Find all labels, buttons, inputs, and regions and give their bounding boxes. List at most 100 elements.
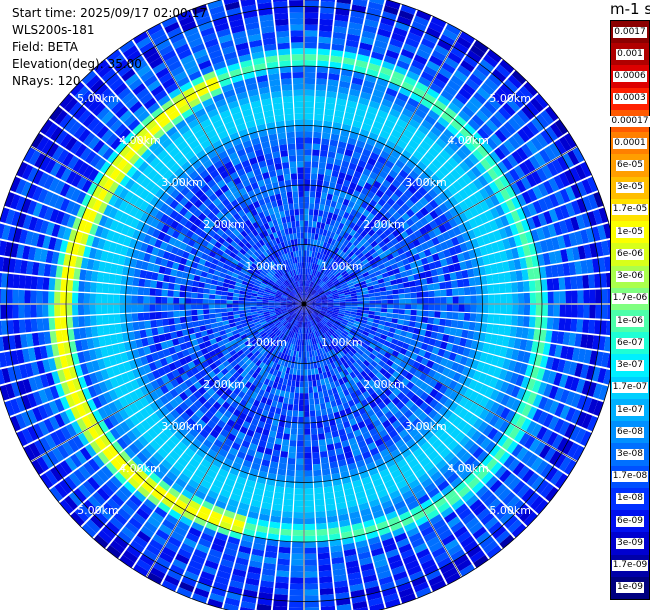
range-gate-cell (450, 280, 458, 288)
range-gate-cell (320, 295, 327, 299)
range-gate-cell (499, 283, 506, 294)
range-gate-cell (412, 150, 424, 161)
range-gate-cell (393, 26, 408, 38)
range-gate-cell (167, 311, 174, 318)
range-gate-cell (328, 244, 334, 251)
range-gate-cell (564, 169, 576, 185)
range-gate-cell (318, 439, 326, 446)
range-gate-cell (343, 51, 357, 60)
range-gate-cell (322, 241, 328, 249)
range-gate-cell (238, 307, 245, 311)
range-gate-cell (451, 312, 459, 320)
range-gate-cell (308, 281, 312, 288)
range-gate-cell (325, 270, 331, 277)
range-gate-cell (312, 149, 320, 157)
range-gate-cell (372, 180, 382, 190)
range-gate-cell (294, 482, 304, 489)
range-gate-cell (310, 289, 315, 295)
range-gate-cell (356, 227, 364, 235)
range-gate-cell (364, 143, 374, 152)
range-gate-cell (341, 185, 349, 193)
range-gate-cell (268, 302, 275, 304)
range-gate-cell (468, 277, 476, 287)
range-gate-cell (428, 220, 438, 230)
range-gate-cell (475, 162, 487, 175)
range-gate-cell (412, 238, 421, 247)
range-gate-cell (342, 231, 350, 240)
range-gate-cell (470, 295, 477, 304)
range-gate-cell (448, 218, 458, 228)
range-gate-cell (367, 157, 377, 166)
range-gate-cell (403, 189, 414, 199)
range-gate-cell (333, 189, 341, 197)
range-gate-cell (131, 313, 139, 322)
range-gate-cell (95, 304, 102, 315)
range-gate-cell (374, 292, 381, 297)
range-gate-cell (304, 452, 312, 459)
range-gate-cell (325, 278, 331, 285)
range-gate-cell (281, 445, 289, 452)
range-gate-cell (339, 190, 347, 199)
range-gate-cell (440, 241, 449, 251)
range-gate-cell (374, 39, 388, 50)
range-gate-cell (420, 156, 431, 167)
range-gate-cell (304, 375, 308, 382)
range-gate-cell (467, 118, 481, 131)
range-gate-cell (361, 123, 372, 132)
range-gate-cell (552, 278, 560, 291)
range-gate-cell (481, 123, 494, 137)
range-gate-cell (443, 326, 451, 335)
range-gate-cell (342, 179, 351, 188)
range-gate-cell (456, 177, 468, 189)
range-gate-cell (352, 224, 360, 232)
range-gate-cell (403, 314, 411, 321)
range-gate-cell (374, 161, 384, 170)
range-gate-cell (452, 226, 462, 236)
range-gate-cell (333, 304, 340, 306)
range-gate-cell (384, 119, 396, 129)
range-gate-cell (311, 161, 319, 168)
range-gate-cell (221, 286, 229, 292)
range-gate-cell (370, 126, 381, 136)
range-gate-cell (281, 523, 292, 530)
range-gate-cell (30, 318, 38, 332)
range-gate-cell (358, 97, 370, 106)
range-gate-cell (173, 283, 181, 291)
range-gate-cell (344, 219, 352, 227)
range-gate-cell (316, 252, 321, 259)
range-gate-cell (325, 291, 332, 296)
range-gate-cell (233, 293, 240, 297)
range-gate-cell (322, 285, 329, 290)
range-gate-cell (313, 294, 320, 299)
range-gate-cell (564, 276, 572, 290)
range-gate-cell (540, 110, 554, 125)
range-gate-cell (513, 165, 526, 179)
range-gate-cell (486, 49, 502, 63)
range-gate-cell (156, 281, 163, 289)
range-gate-cell (311, 289, 316, 295)
range-gate-cell (469, 313, 477, 322)
range-gate-cell (363, 233, 372, 241)
range-gate-cell (316, 72, 328, 80)
range-gate-cell (309, 281, 313, 288)
range-gate-cell (316, 221, 322, 229)
range-gate-cell (318, 291, 325, 296)
range-gate-cell (381, 256, 389, 264)
range-gate-cell (355, 242, 363, 250)
range-gate-cell (491, 92, 506, 106)
range-gate-cell (330, 133, 340, 141)
range-gate-cell (300, 369, 304, 376)
range-gate-cell (278, 546, 291, 554)
range-gate-cell (311, 434, 318, 441)
range-gate-cell (334, 110, 345, 118)
range-gate-cell (391, 284, 398, 290)
range-gate-cell (291, 416, 298, 423)
range-gate-cell (226, 300, 233, 304)
range-gate-cell (24, 304, 31, 318)
range-gate-cell (398, 288, 405, 294)
range-gate-cell (198, 320, 205, 326)
range-gate-cell (409, 315, 417, 322)
range-gate-cell (162, 282, 169, 290)
range-gate-cell (430, 126, 443, 138)
range-gate-cell (351, 77, 364, 86)
